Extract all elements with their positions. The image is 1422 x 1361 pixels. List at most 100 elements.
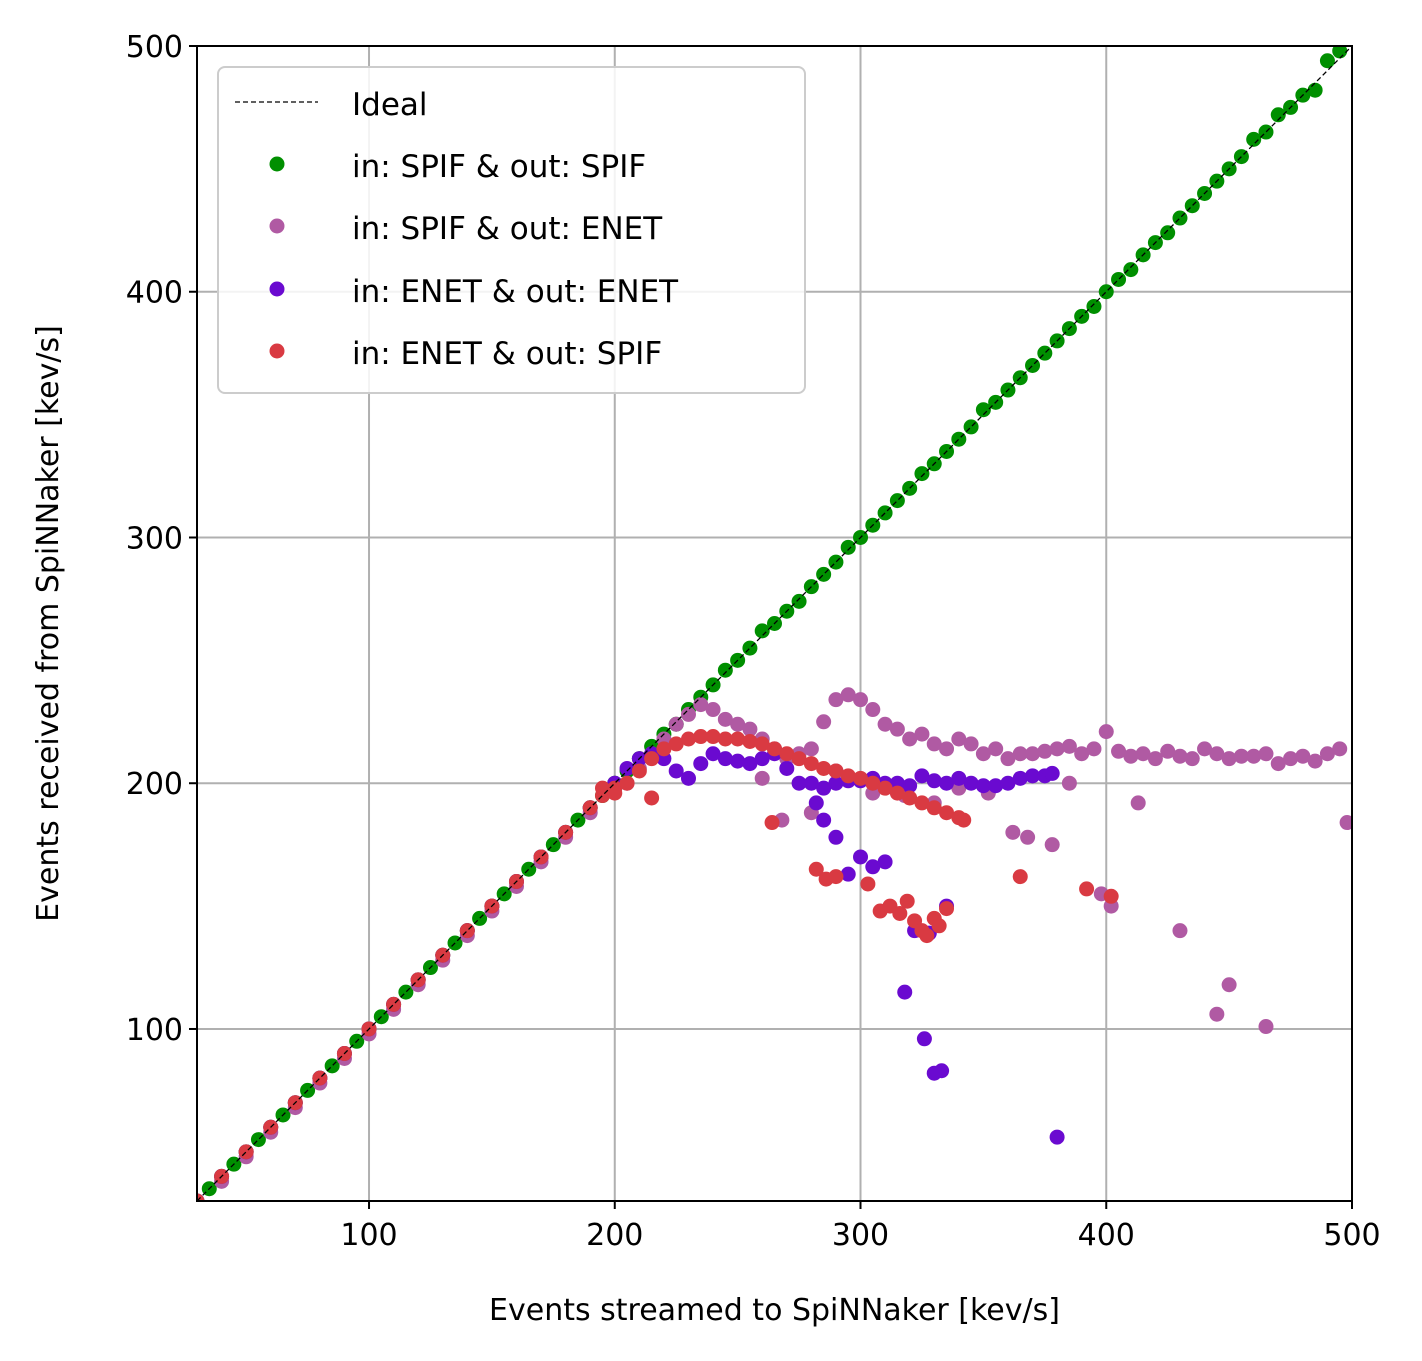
- data-point: [934, 1063, 950, 1079]
- data-point: [1295, 748, 1311, 764]
- data-point: [914, 795, 930, 811]
- data-point: [1160, 225, 1176, 241]
- data-point: [1339, 815, 1352, 831]
- data-point: [1184, 751, 1200, 767]
- data-point: [1135, 746, 1151, 762]
- data-point: [926, 736, 942, 752]
- data-point: [1103, 888, 1119, 904]
- data-point: [916, 1031, 932, 1047]
- x-tick-label: 400: [1078, 1218, 1135, 1253]
- data-point: [860, 876, 876, 892]
- data-point: [1270, 756, 1286, 772]
- data-point: [803, 756, 819, 772]
- data-point: [693, 756, 709, 772]
- data-point: [877, 854, 893, 870]
- data-point: [828, 829, 844, 845]
- data-point: [1044, 837, 1060, 853]
- y-tick-label: 300: [126, 521, 183, 556]
- data-point: [1074, 746, 1090, 762]
- data-point: [1319, 746, 1335, 762]
- data-point: [644, 751, 660, 767]
- data-point: [779, 746, 795, 762]
- data-point: [1000, 751, 1016, 767]
- data-point: [1061, 738, 1077, 754]
- data-point: [779, 760, 795, 776]
- data-point: [939, 805, 955, 821]
- data-point: [619, 775, 635, 791]
- data-point: [619, 760, 635, 776]
- data-point: [877, 780, 893, 796]
- data-point: [939, 775, 955, 791]
- axis-ticks: 100 200 300 400 500 100 200 300 400 500: [126, 30, 1381, 1253]
- data-point: [386, 996, 402, 1012]
- data-point: [808, 795, 824, 811]
- data-point: [1258, 1019, 1274, 1035]
- data-point: [816, 566, 832, 582]
- data-point: [1160, 743, 1176, 759]
- x-axis-label: Events streamed to SpiNNaker [kev/s]: [489, 1293, 1060, 1328]
- data-point: [1130, 795, 1146, 811]
- data-point: [931, 918, 947, 934]
- series-4-points: [197, 729, 1119, 1201]
- data-point: [1005, 824, 1021, 840]
- data-point: [1098, 724, 1114, 740]
- data-point: [1044, 765, 1060, 781]
- data-point: [1147, 751, 1163, 767]
- data-point: [1246, 748, 1262, 764]
- data-point: [1209, 746, 1225, 762]
- ideal-line: [197, 46, 1352, 1201]
- data-point: [680, 706, 696, 722]
- data-point: [853, 770, 869, 786]
- data-point: [1111, 271, 1127, 287]
- data-point: [1221, 977, 1237, 993]
- data-point: [889, 721, 905, 737]
- data-point: [791, 751, 807, 767]
- data-point: [656, 741, 672, 757]
- data-point: [717, 662, 733, 678]
- data-point: [1172, 923, 1188, 939]
- data-point: [754, 751, 770, 767]
- legend-label-series-2: in: SPIF & out: ENET: [352, 211, 663, 247]
- legend-label-series-4: in: ENET & out: SPIF: [352, 336, 662, 372]
- data-point: [1209, 1006, 1225, 1022]
- data-point: [1221, 751, 1237, 767]
- data-point: [1197, 741, 1213, 757]
- data-point: [1061, 775, 1077, 791]
- data-point: [1012, 746, 1028, 762]
- data-point: [767, 741, 782, 757]
- legend-marker-series-4: [269, 343, 285, 359]
- data-point: [816, 714, 832, 730]
- data-point: [1123, 262, 1139, 278]
- y-tick-label: 100: [126, 1013, 183, 1048]
- data-point: [1307, 753, 1323, 769]
- legend-marker-series-1: [269, 156, 285, 172]
- data-point: [975, 746, 991, 762]
- data-point: [914, 768, 930, 784]
- data-point: [717, 751, 733, 767]
- data-point: [1000, 775, 1016, 791]
- x-tick-label: 300: [832, 1218, 889, 1253]
- data-point: [644, 790, 660, 806]
- data-point: [865, 775, 881, 791]
- data-point: [742, 733, 758, 749]
- data-point: [717, 731, 733, 747]
- x-tick-label: 500: [1323, 1218, 1380, 1253]
- data-point: [730, 716, 746, 732]
- data-point: [1098, 284, 1114, 300]
- data-point: [889, 785, 905, 801]
- legend-label-series-3: in: ENET & out: ENET: [352, 274, 679, 310]
- data-point: [1049, 1129, 1065, 1145]
- data-point: [1020, 829, 1036, 845]
- y-axis-label: Events received from SpiNNaker [kev/s]: [31, 325, 66, 922]
- data-point: [705, 702, 721, 718]
- legend-label-series-1: in: SPIF & out: SPIF: [352, 149, 646, 185]
- data-point: [919, 928, 935, 944]
- data-point: [975, 778, 991, 794]
- data-point: [828, 763, 844, 779]
- data-point: [1086, 741, 1102, 757]
- y-tick-label: 400: [126, 276, 183, 311]
- data-point: [853, 692, 869, 708]
- data-point: [926, 773, 942, 789]
- data-point: [865, 702, 881, 718]
- data-point: [975, 402, 991, 418]
